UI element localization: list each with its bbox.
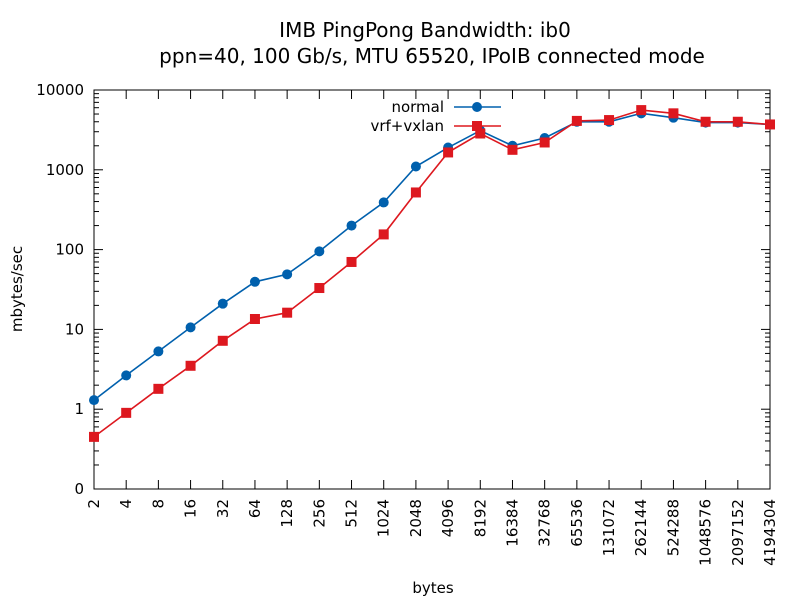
x-tick-label: 65536 — [568, 499, 586, 547]
series-line-1 — [93, 112, 771, 401]
x-tick-label: 1024 — [375, 499, 393, 537]
x-tick-label: 512 — [343, 499, 361, 528]
data-point — [668, 108, 679, 119]
data-point — [732, 116, 743, 127]
x-tick-label: 4096 — [439, 499, 457, 537]
data-point — [153, 346, 164, 357]
x-tick-label: 524288 — [664, 499, 682, 556]
x-tick-label: 262144 — [632, 499, 650, 556]
x-tick-label: 32 — [214, 499, 232, 518]
data-point — [346, 220, 357, 231]
data-point — [89, 395, 99, 406]
data-point — [185, 360, 196, 371]
y-axis: 0 1 10 100 1000 10000 — [36, 81, 770, 498]
data-point — [121, 407, 132, 418]
x-tick-label: 2 — [85, 499, 103, 509]
data-point — [571, 115, 582, 126]
data-point — [604, 115, 615, 126]
data-point — [410, 161, 421, 172]
data-point — [346, 256, 357, 267]
data-point — [475, 128, 486, 139]
legend-marker — [472, 102, 482, 112]
data-point — [378, 229, 389, 240]
chart-subtitle: ppn=40, 100 Gb/s, MTU 65520, IPoIB conne… — [159, 44, 705, 68]
x-tick-label: 64 — [246, 499, 264, 518]
data-point — [378, 197, 389, 208]
data-point — [249, 276, 260, 287]
series-line-2 — [93, 109, 771, 438]
x-tick-label: 4194304 — [761, 499, 779, 566]
x-tick-label: 8 — [149, 499, 167, 509]
data-point — [121, 370, 132, 381]
chart-title: IMB PingPong Bandwidth: ib0 — [279, 18, 571, 42]
data-point — [539, 137, 550, 148]
x-tick-label: 256 — [310, 499, 328, 528]
data-point — [282, 269, 293, 280]
data-point — [314, 246, 325, 257]
data-point — [443, 147, 454, 158]
x-axis-label: bytes — [412, 579, 454, 597]
x-tick-label: 32768 — [536, 499, 554, 547]
data-point — [636, 105, 647, 116]
series-layer — [89, 105, 775, 442]
data-point — [507, 144, 518, 155]
y-tick-label: 1000 — [46, 161, 84, 179]
y-tick-label: 10000 — [36, 81, 84, 99]
y-tick-label: 0 — [74, 480, 84, 498]
x-tick-label: 2097152 — [729, 499, 747, 566]
legend-marker — [472, 121, 482, 131]
x-tick-label: 2048 — [407, 499, 425, 537]
y-tick-label: 1 — [74, 400, 84, 418]
data-point — [410, 187, 421, 198]
legend-label: normal — [391, 98, 444, 116]
data-point — [217, 335, 228, 346]
data-point — [153, 383, 164, 394]
data-point — [249, 313, 260, 324]
x-axis: 2 4 8 16 32 64 128 256 512 1024 2048 4096 8192 16384 3… — [85, 90, 779, 566]
data-point — [217, 298, 228, 309]
x-tick-label: 128 — [278, 499, 296, 528]
data-point — [282, 307, 293, 318]
x-tick-label: 4 — [117, 499, 135, 509]
x-tick-label: 16384 — [503, 499, 521, 547]
x-tick-label: 16 — [182, 499, 200, 518]
x-tick-label: 131072 — [600, 499, 618, 556]
plot-frame — [93, 89, 771, 490]
data-point — [314, 283, 325, 294]
data-point — [185, 322, 196, 333]
data-point — [700, 116, 711, 127]
x-tick-label: 1048576 — [697, 499, 715, 566]
x-tick-label: 8192 — [471, 499, 489, 537]
data-point — [765, 119, 775, 130]
data-point — [89, 431, 99, 442]
y-tick-label: 100 — [55, 241, 84, 259]
y-tick-label: 10 — [65, 320, 84, 338]
y-axis-label: mbytes/sec — [8, 246, 26, 332]
legend-label: vrf+vxlan — [370, 117, 444, 135]
